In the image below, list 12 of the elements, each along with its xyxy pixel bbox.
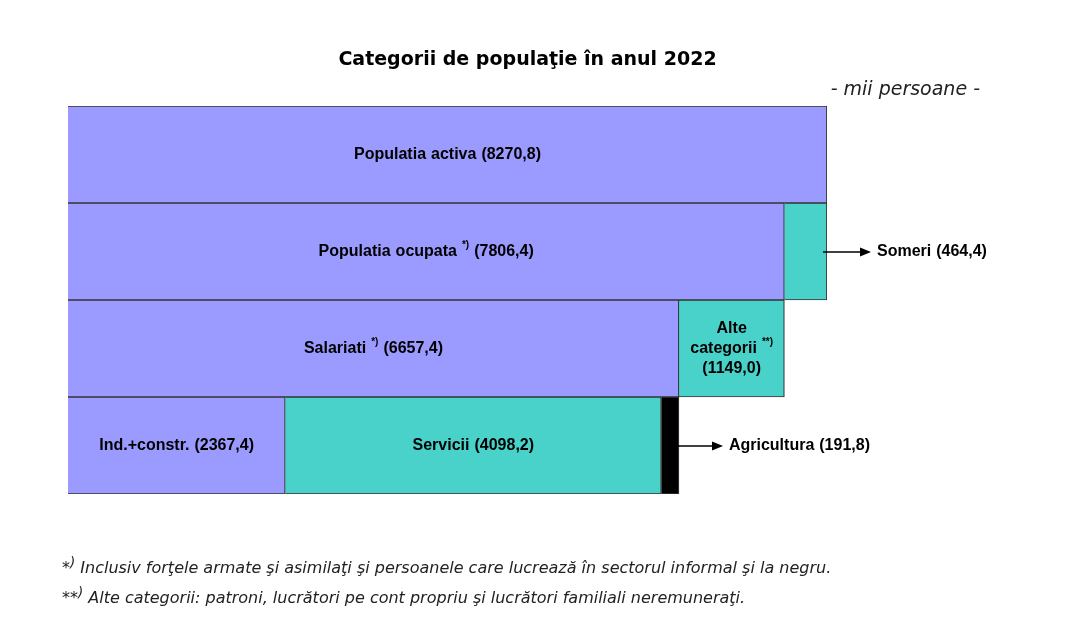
data-label: Agricultura (191,8): [728, 435, 870, 453]
data-label: Populatia ocupata *) (7806,4): [318, 239, 534, 259]
text: *$^{)}$ Inclusiv forţele armate şi asimilaţi şi persoanele care lucrează în sectorul informal şi la negru.: [62, 554, 832, 580]
text: - mii persoane -: [830, 77, 980, 99]
chart-title: Categorii de populaţie în anul 2022: [337, 47, 718, 69]
data-label: Alte categorii **) (1149,0): [690, 318, 774, 376]
data-label: Populatia activa (8270,8): [354, 144, 541, 162]
data-label: Salariati *) (6657,4): [303, 336, 444, 356]
data-label: Ind.+constr. (2367,4): [99, 435, 255, 453]
data-label: Someri (464,4): [877, 241, 987, 259]
text: **$^{)}$ Alte categorii: patroni, lucrători pe cont propriu şi lucrători familiali neremuneraţi.: [62, 584, 747, 610]
data-label: Servicii (4098,2): [412, 435, 535, 453]
